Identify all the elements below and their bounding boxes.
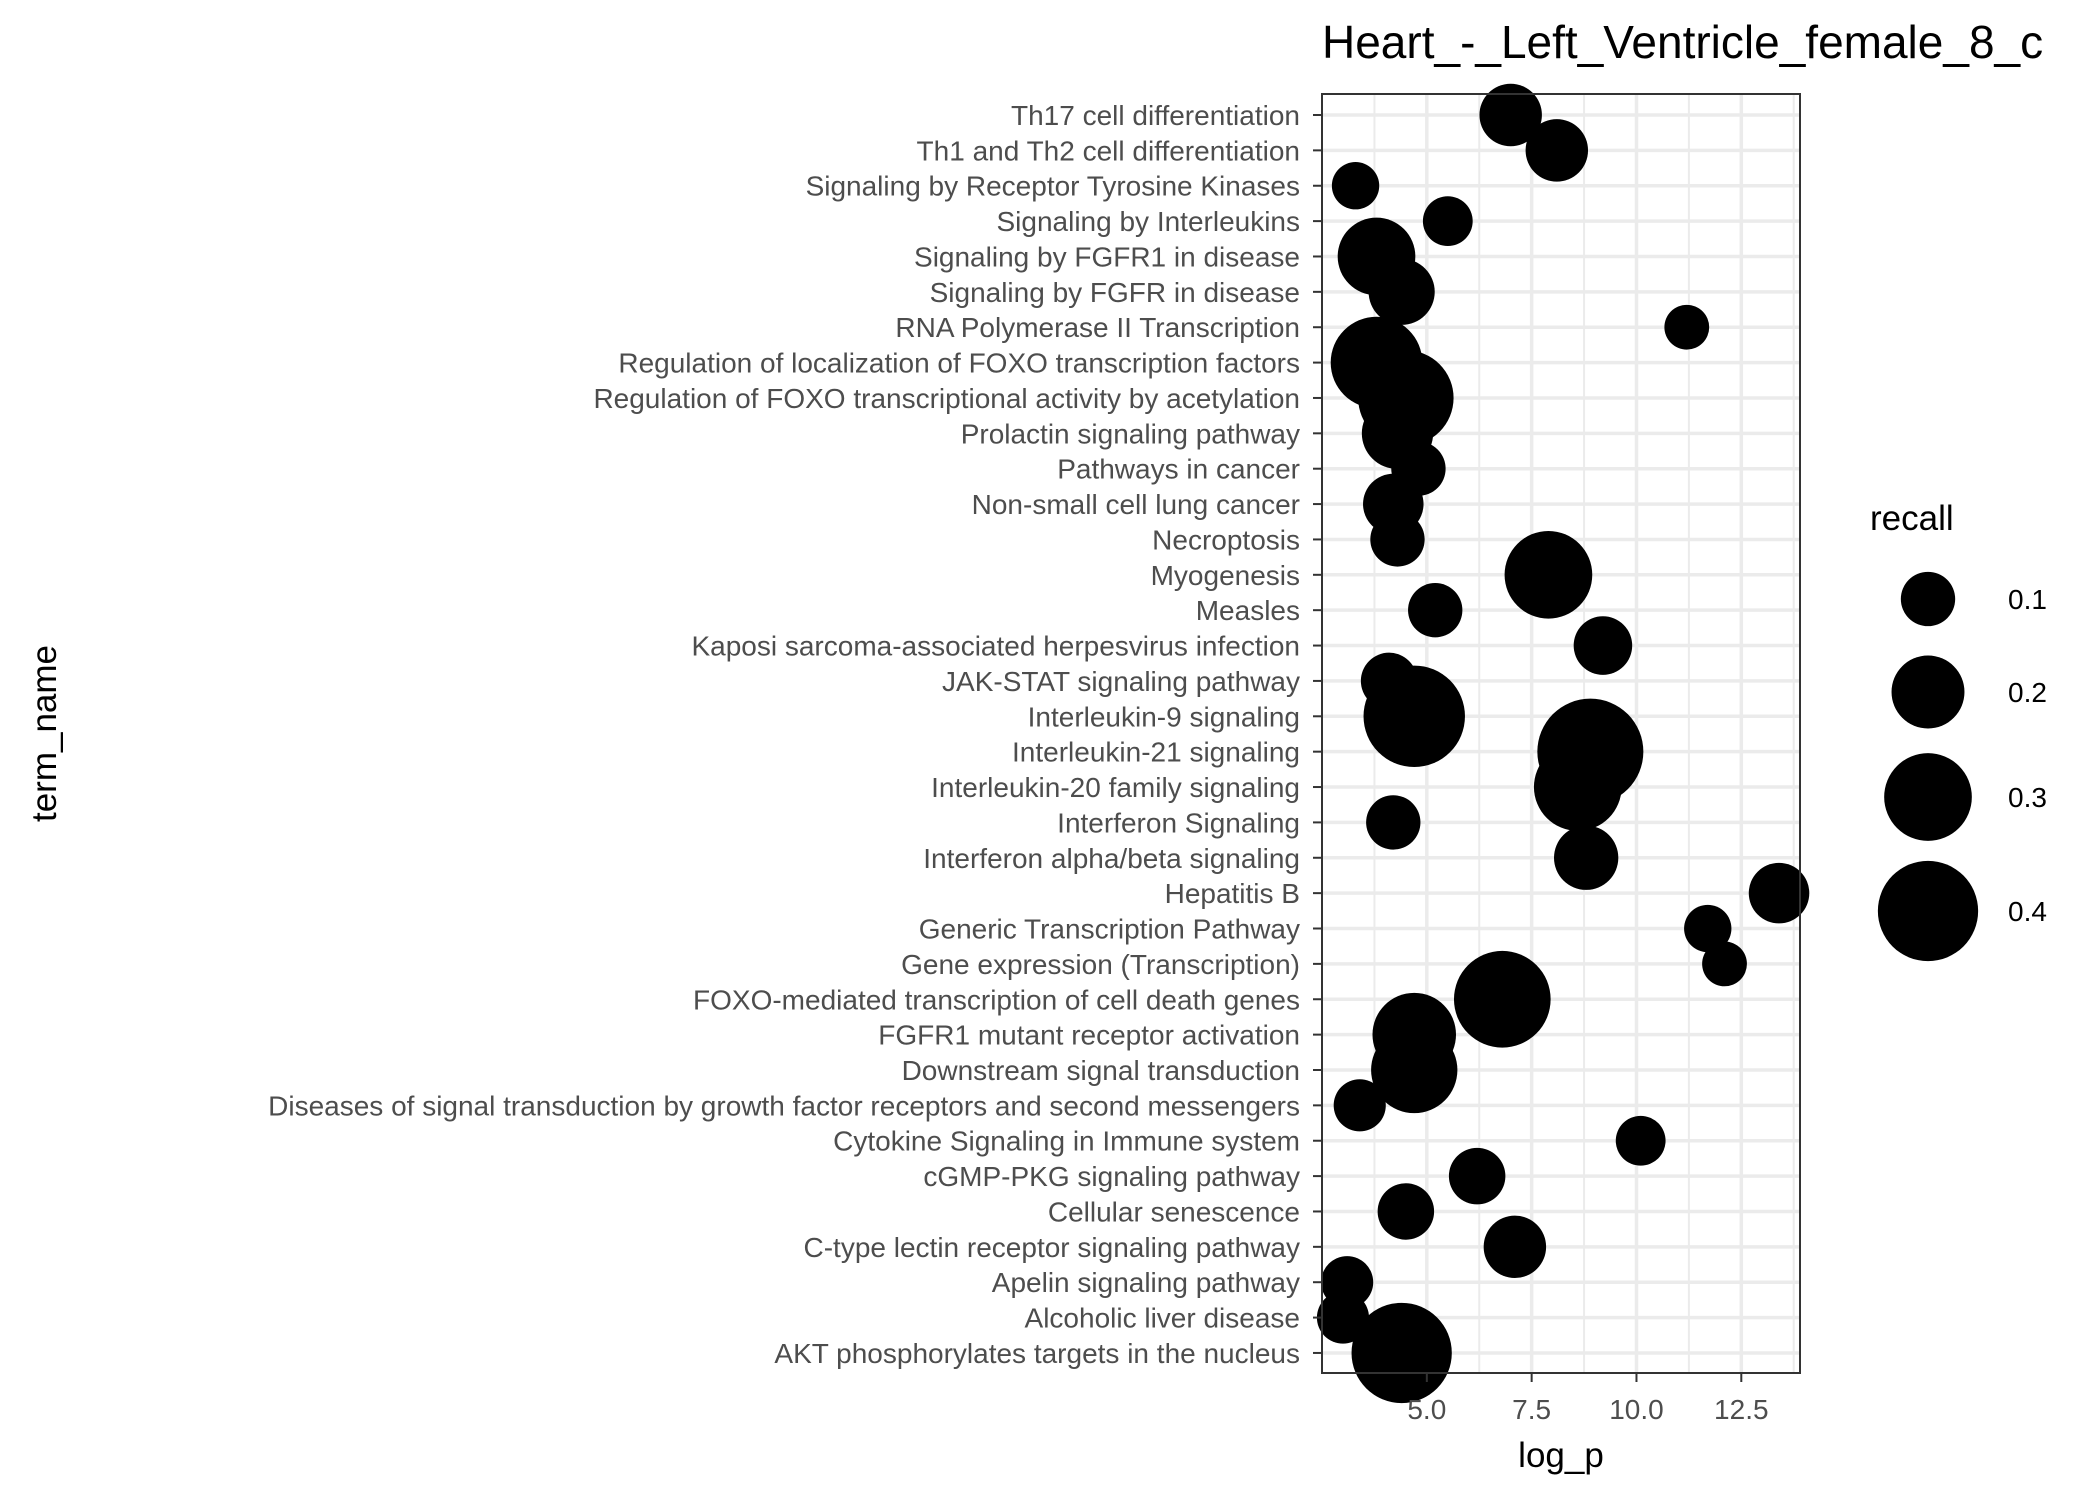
y-tick-label: Apelin signaling pathway (992, 1267, 1300, 1298)
y-tick-label: Signaling by FGFR1 in disease (914, 241, 1300, 272)
x-tick-label: 10.0 (1609, 1394, 1664, 1425)
chart-title: Heart_-_Left_Ventricle_female_8_c (1322, 16, 2043, 68)
data-point (1573, 616, 1633, 675)
data-point (1371, 1026, 1458, 1114)
y-tick-label: Hepatitis B (1165, 878, 1300, 909)
data-point (1554, 825, 1619, 890)
y-tick-label: Interleukin-21 signaling (1012, 737, 1300, 768)
data-point (1533, 743, 1622, 831)
y-tick-label: Non-small cell lung cancer (972, 489, 1300, 520)
y-axis-title: term_name (25, 645, 64, 822)
legend-label: 0.3 (2008, 782, 2047, 813)
y-tick-label: Interferon alpha/beta signaling (923, 843, 1300, 874)
y-tick-label: Interleukin-9 signaling (1028, 701, 1300, 732)
x-tick-label: 5.0 (1407, 1394, 1446, 1425)
data-point (1483, 1215, 1547, 1279)
y-tick-label: Interleukin-20 family signaling (931, 772, 1300, 803)
y-tick-label: Cellular senescence (1048, 1196, 1300, 1227)
data-point (1363, 665, 1465, 768)
y-tick-label: Downstream signal transduction (902, 1055, 1300, 1086)
y-tick-label: AKT phosphorylates targets in the nucleu… (774, 1338, 1300, 1369)
x-axis-title: log_p (1518, 1436, 1604, 1475)
y-tick-label: Interferon Signaling (1057, 807, 1300, 838)
data-point (1370, 512, 1425, 567)
data-point (1615, 1115, 1666, 1166)
legend-key (1900, 571, 1956, 627)
legend-key (1891, 655, 1965, 729)
y-tick-label: Alcoholic liver disease (1025, 1303, 1300, 1334)
y-tick-label: Gene expression (Transcription) (901, 949, 1300, 980)
y-tick-label: Measles (1196, 595, 1300, 626)
y-tick-label: Necroptosis (1152, 524, 1300, 555)
y-tick-label: Diseases of signal transduction by growt… (268, 1090, 1300, 1121)
y-tick-label: Signaling by Receptor Tyrosine Kinases (806, 171, 1300, 202)
plot-panel (1316, 83, 1810, 1404)
data-point (1504, 530, 1593, 619)
data-points (1316, 83, 1810, 1404)
legend-label: 0.1 (2008, 584, 2047, 615)
y-tick-label: FGFR1 mutant receptor activation (878, 1020, 1300, 1051)
y-tick-label: cGMP-PKG signaling pathway (923, 1161, 1300, 1192)
y-tick-label: Regulation of localization of FOXO trans… (618, 348, 1300, 379)
y-tick-label: Pathways in cancer (1057, 454, 1300, 485)
data-point (1408, 583, 1463, 638)
legend-title: recall (1870, 499, 1954, 538)
y-tick-label: Prolactin signaling pathway (961, 418, 1300, 449)
y-tick-label: Cytokine Signaling in Immune system (833, 1126, 1300, 1157)
legend: recall 0.1 0.2 0.3 0.4 (1870, 499, 2047, 962)
data-point (1453, 950, 1551, 1048)
y-tick-label: Signaling by FGFR in disease (930, 277, 1300, 308)
data-point (1448, 1147, 1506, 1205)
data-point (1368, 258, 1435, 325)
y-tick-label: Myogenesis (1151, 560, 1300, 591)
data-point (1331, 162, 1380, 210)
data-point (1684, 904, 1732, 953)
data-point (1702, 941, 1747, 987)
legend-label: 0.4 (2008, 896, 2047, 927)
y-tick-label: Th1 and Th2 cell differentiation (917, 135, 1300, 166)
y-axis: Th17 cell differentiation Th1 and Th2 cel… (268, 100, 1322, 1369)
data-point (1351, 1302, 1452, 1404)
data-point (1333, 1079, 1386, 1132)
legend-label: 0.2 (2008, 677, 2047, 708)
data-point (1316, 1291, 1370, 1344)
y-tick-label: JAK-STAT signaling pathway (942, 666, 1300, 697)
data-point (1377, 1183, 1435, 1240)
y-tick-label: Kaposi sarcoma-associated herpesvirus in… (691, 631, 1300, 662)
y-tick-label: C-type lectin receptor signaling pathway (804, 1232, 1300, 1263)
y-tick-label: Generic Transcription Pathway (919, 914, 1300, 945)
legend-key (1884, 753, 1972, 841)
y-tick-label: Regulation of FOXO transcriptional activ… (593, 383, 1300, 414)
data-point (1748, 862, 1810, 924)
x-axis: 5.0 7.5 10.0 12.5 (1407, 1373, 1769, 1425)
data-point (1422, 196, 1473, 247)
panel-border (1321, 93, 1801, 1374)
data-point (1366, 795, 1421, 850)
x-tick-label: 12.5 (1714, 1394, 1769, 1425)
x-tick-label: 7.5 (1512, 1394, 1551, 1425)
y-tick-label: FOXO-mediated transcription of cell deat… (693, 984, 1300, 1015)
data-point (1479, 83, 1542, 147)
y-tick-label: Th17 cell differentiation (1011, 100, 1300, 131)
y-tick-label: RNA Polymerase II Transcription (895, 312, 1300, 343)
y-tick-label: Signaling by Interleukins (996, 206, 1300, 237)
legend-key (1877, 860, 1979, 962)
data-point (1664, 304, 1710, 350)
data-point (1525, 119, 1589, 182)
